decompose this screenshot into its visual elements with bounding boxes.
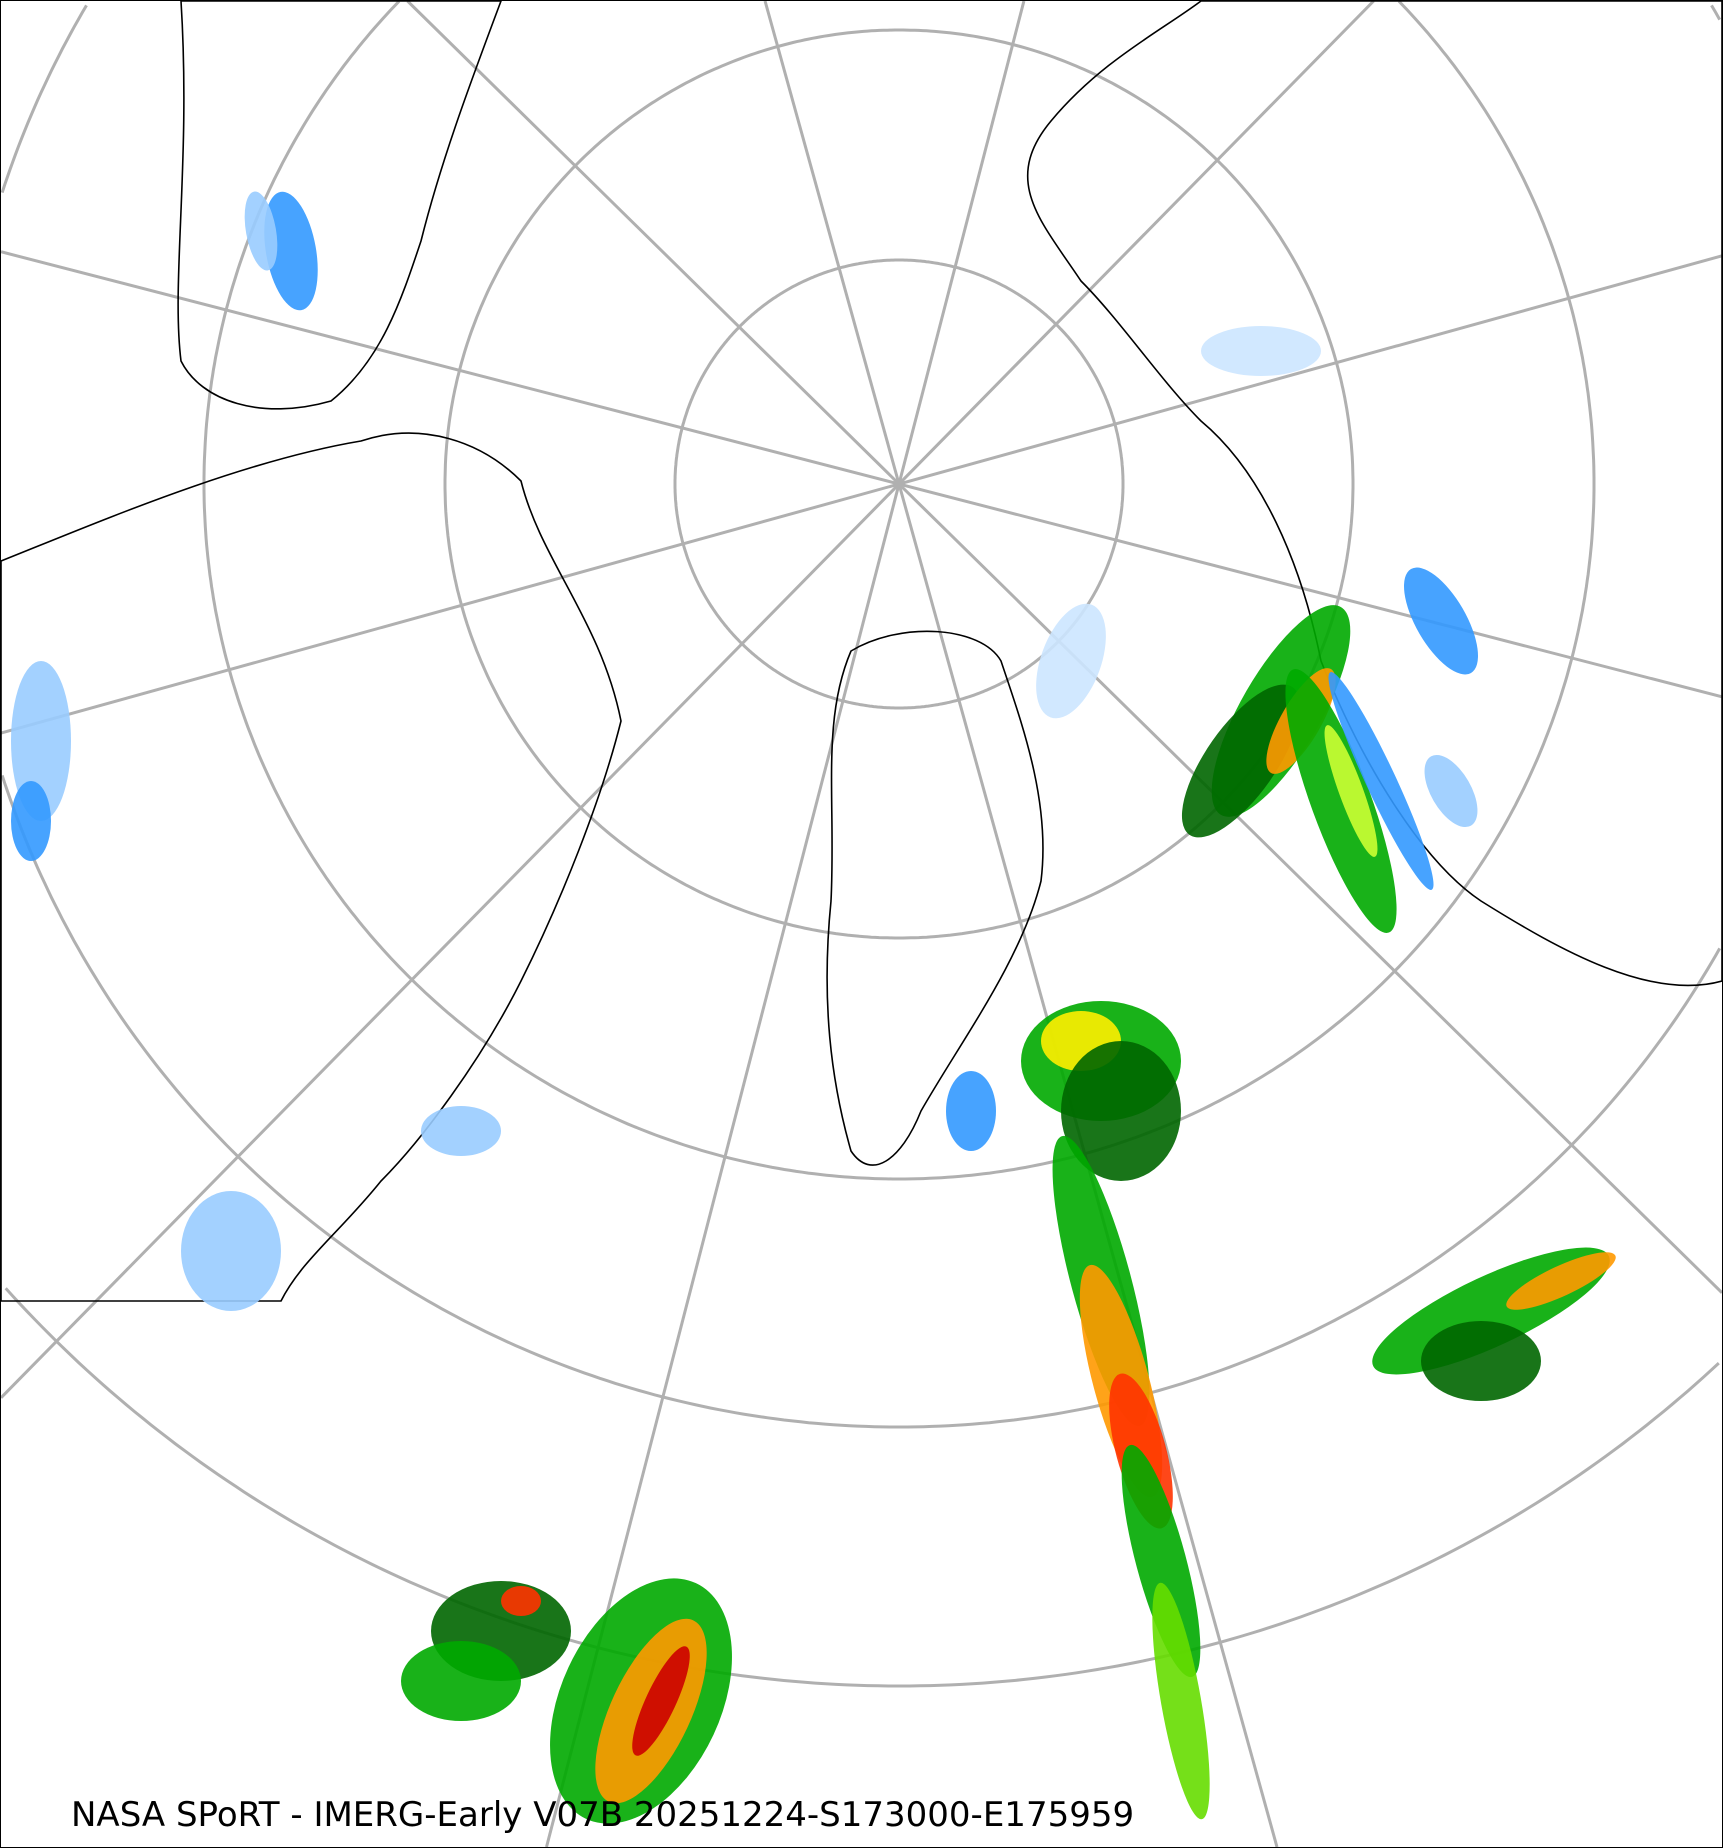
latitude-circle [1397, 1, 1596, 484]
precip-cell [1424, 754, 1478, 828]
precip-cell [401, 1641, 521, 1721]
latitude-circle [1, 4, 88, 194]
precip-cell [264, 191, 318, 311]
coastlines [1, 1, 1722, 1302]
meridian-line [1, 254, 1722, 735]
meridian-line [1, 1, 1375, 1399]
precip-cell [1061, 1041, 1181, 1181]
precip-cell [1404, 567, 1478, 675]
precip-cell [1036, 603, 1106, 719]
latitude-circle [1710, 4, 1722, 21]
precip-cell [244, 191, 278, 271]
precip-cell [1421, 1321, 1541, 1401]
coastline [177, 1, 502, 410]
precip-cell [1285, 669, 1397, 933]
precip-cell [1328, 672, 1434, 890]
latitude-circle [1, 774, 1722, 1429]
precip-cell [946, 1071, 996, 1151]
precip-cell [1201, 326, 1321, 376]
map-caption: NASA SPoRT - IMERG-Early V07B 20251224-S… [71, 1795, 1135, 1835]
coastline [1, 432, 622, 1302]
precip-cell [1324, 725, 1378, 857]
latitude-circle [202, 1, 1596, 1181]
precip-cell [632, 1646, 690, 1756]
meridian-line [763, 1, 1279, 1847]
precipitation-field [11, 191, 1616, 1824]
precip-cell [11, 661, 71, 821]
precip-cell [1506, 1252, 1616, 1310]
coastline [826, 630, 1044, 1166]
precip-cell [501, 1586, 541, 1616]
precip-cell [11, 781, 51, 861]
precip-cell [1181, 684, 1301, 838]
precip-cell [421, 1106, 501, 1156]
latitude-circle [4, 1287, 1720, 1688]
latitude-circle [443, 28, 1355, 940]
meridian-line [545, 1, 1026, 1847]
precip-cell [1152, 1582, 1210, 1820]
coastline [1026, 1, 1722, 987]
precip-cell [181, 1191, 281, 1311]
latitude-circle [673, 258, 1125, 710]
